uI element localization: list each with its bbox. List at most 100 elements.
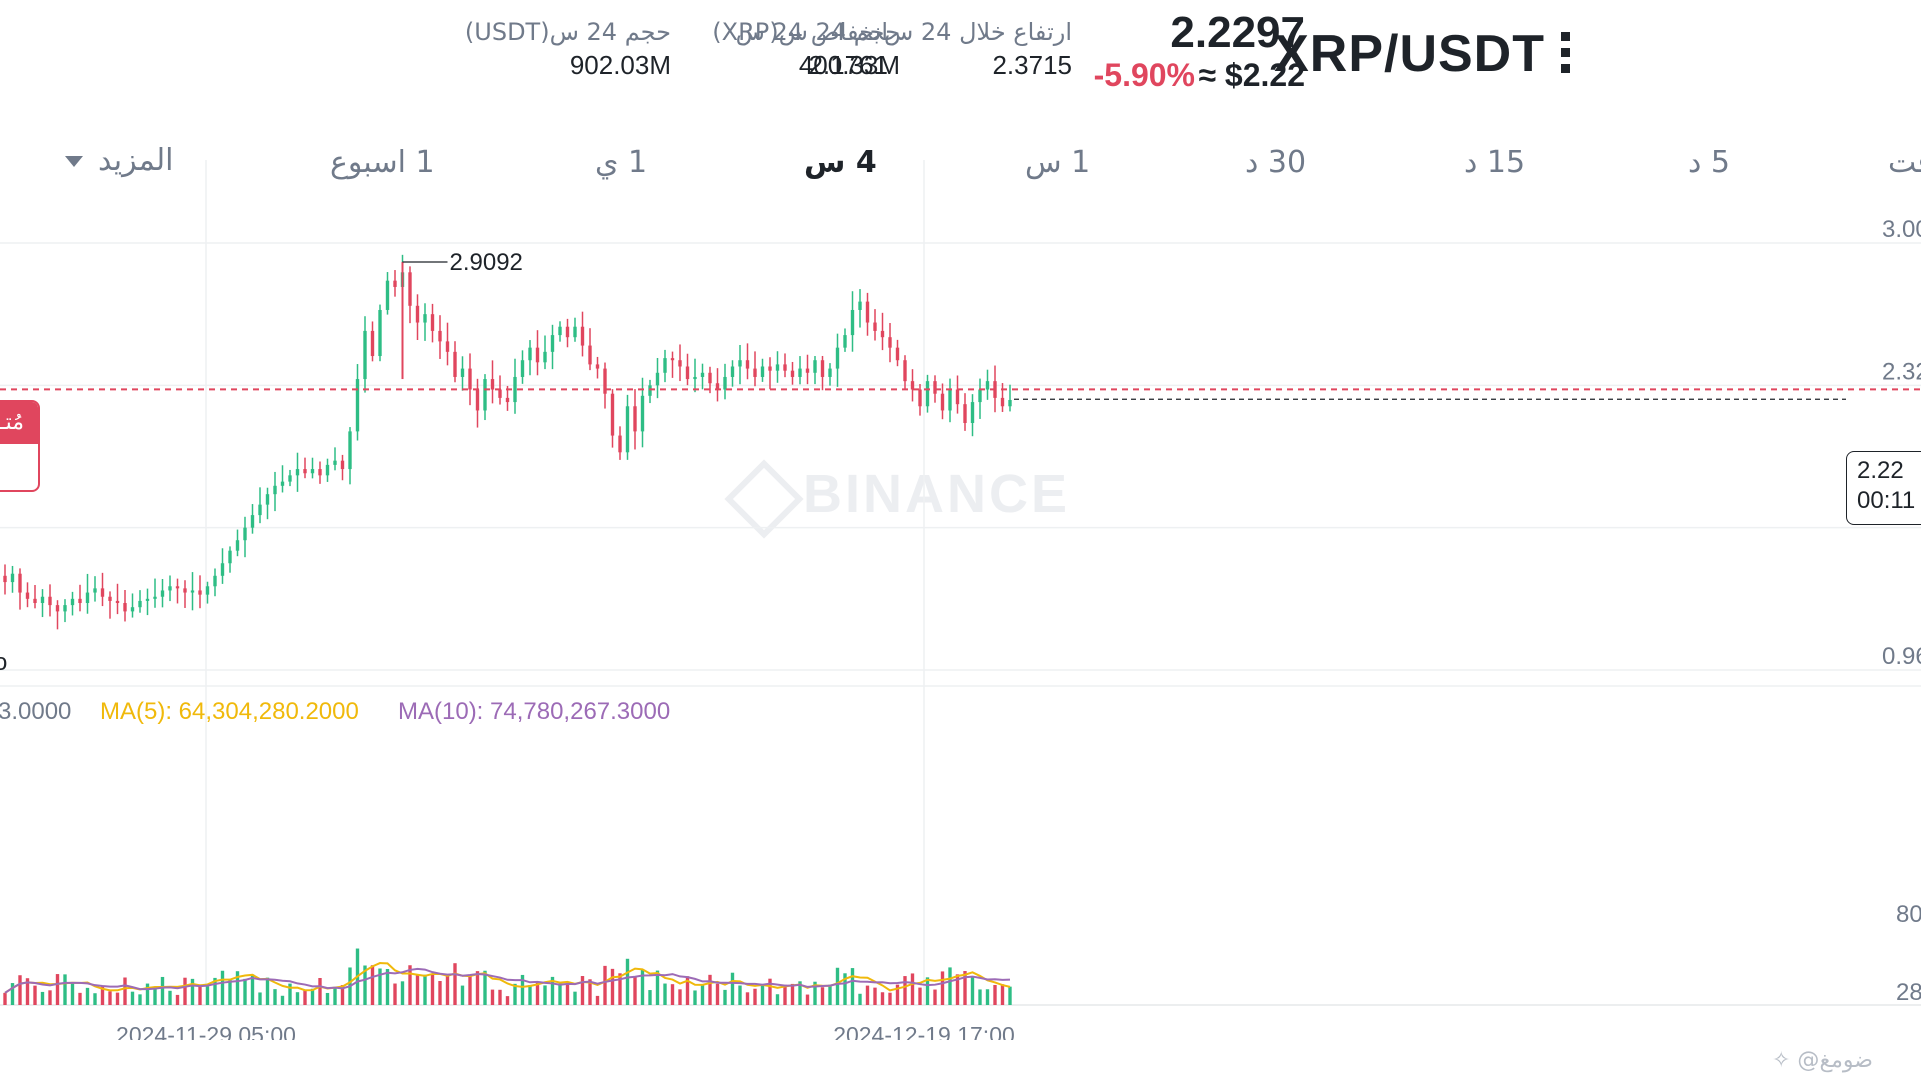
candle-body [543, 351, 547, 363]
candle-body [318, 469, 322, 476]
tab-more[interactable]: المزيد [98, 143, 174, 178]
candle-body [303, 469, 307, 474]
volume-bar [850, 968, 855, 1005]
candle-body [123, 603, 127, 612]
volume-bar [33, 985, 37, 1005]
volume-bar [63, 974, 67, 1005]
candle-body [273, 485, 277, 495]
volume-bar [153, 988, 157, 1005]
volume-bar [130, 991, 135, 1005]
candle-body [790, 370, 795, 377]
candle-body [955, 389, 960, 405]
candle-body [280, 481, 285, 486]
candle-body [963, 404, 967, 424]
volume-bar [925, 977, 930, 1005]
stat-vol-xrp-label: حجم 24 س(XRP) [712, 18, 900, 46]
tab-interval-4h[interactable]: 4 س [804, 145, 877, 180]
candle-body [393, 280, 397, 287]
candle-body [865, 301, 870, 323]
candle-body [190, 590, 195, 593]
volume-bar [310, 988, 315, 1005]
candle-body [498, 389, 502, 398]
tab-interval-30m[interactable]: 30 د [1245, 145, 1307, 180]
volume-bar [250, 974, 255, 1005]
candle-body [678, 360, 682, 367]
volume-bar [108, 991, 112, 1005]
candle-body [153, 596, 157, 599]
volume-bar [595, 995, 600, 1005]
candle-body [513, 376, 517, 403]
candle-body [250, 515, 255, 528]
volume-bar [603, 965, 607, 1005]
tab-interval-time[interactable]: قت [1888, 145, 1921, 180]
candle-body [805, 368, 810, 373]
candle-body [603, 368, 607, 394]
candle-body [633, 406, 637, 432]
volume-bar [393, 983, 397, 1005]
volume-bar [115, 992, 120, 1005]
ma-legend-0: 3.0000 [0, 698, 71, 725]
tab-interval-1h[interactable]: 1 س [1025, 145, 1091, 180]
candle-body [798, 368, 802, 377]
pair-title[interactable]: XRP/USDT [1274, 25, 1545, 83]
volume-bar [730, 972, 735, 1005]
volume-bar [663, 983, 667, 1005]
tab-interval-1d[interactable]: 1 ي [595, 145, 648, 180]
candle-body [768, 366, 772, 371]
volume-bar [423, 974, 427, 1005]
volume-bar [963, 971, 967, 1005]
volume-bar [970, 977, 975, 1005]
volume-bar [843, 973, 847, 1005]
candle-body [85, 592, 90, 604]
candle-body [363, 330, 367, 380]
candle-body [783, 364, 787, 371]
volume-tick-label: 28. [1896, 979, 1921, 1006]
candlestick-chart[interactable]: 3.002.321.640.968028.2024-11-29 05:00202… [0, 160, 1921, 1040]
chart-overlay: 3.002.321.640.968028.2024-11-29 05:00202… [0, 216, 1921, 1040]
tab-interval-15m[interactable]: 15 د [1464, 145, 1526, 180]
candle-body [648, 385, 652, 396]
volume-bar [573, 991, 577, 1005]
candle-body [460, 368, 465, 377]
candle-body [93, 588, 97, 593]
tab-interval-1w[interactable]: 1 اسبوع [330, 145, 435, 180]
candle-body [175, 586, 180, 589]
volume-bar [168, 990, 172, 1005]
volume-bar [670, 984, 675, 1005]
candle-body [850, 309, 855, 336]
stat-high-label: ارتفاع خلال 24 س [883, 18, 1072, 46]
menu-icon[interactable] [1561, 32, 1571, 80]
volume-bar [633, 976, 637, 1005]
tab-interval-5m[interactable]: 5 د [1688, 145, 1730, 180]
volume-bar [745, 992, 750, 1005]
volume-bar [183, 977, 187, 1005]
volume-bar [228, 978, 232, 1005]
candle-body [520, 360, 525, 377]
candle-body [108, 596, 112, 601]
volume-bar [370, 965, 375, 1005]
volume-bar [498, 989, 502, 1005]
candle-body [550, 335, 555, 352]
candle-body [310, 469, 315, 474]
open-order-tag[interactable]: مُتـ [0, 400, 40, 492]
volume-bar [610, 968, 615, 1005]
volume-bar [768, 978, 772, 1005]
volume-bar [363, 965, 367, 1005]
volume-bar [3, 992, 7, 1005]
chevron-down-icon[interactable] [65, 156, 83, 167]
volume-bar [25, 978, 30, 1005]
candle-body [438, 330, 442, 342]
candle-body [918, 389, 922, 407]
volume-bar [445, 974, 450, 1005]
candle-body [468, 368, 472, 390]
y-tick-label: 3.00 [1882, 216, 1921, 243]
volume-bar [213, 977, 217, 1005]
stat-low-label: انخفاض 24 س [735, 18, 888, 46]
volume-bar [565, 981, 570, 1005]
volume-bar [340, 985, 345, 1005]
candle-body [325, 464, 330, 476]
stat-vol-usdt-value: 902.03M [569, 50, 671, 80]
candle-body [130, 607, 135, 612]
volume-bar [265, 977, 270, 1005]
volume-bar [888, 992, 892, 1005]
